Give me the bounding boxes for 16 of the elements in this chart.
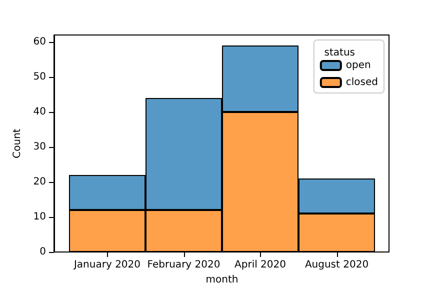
y-tick-label: 10 [33, 212, 46, 222]
y-tick-label: 40 [33, 106, 46, 118]
x-axis-title: month [206, 274, 238, 286]
legend-title: status [324, 48, 356, 58]
y-tick-label: 50 [33, 72, 46, 82]
y-tick-label: 60 [33, 36, 46, 48]
x-tick-label: January 2020 [72, 260, 141, 270]
legend-label: open [346, 60, 371, 71]
x-tick-label: August 2020 [304, 260, 369, 270]
y-tick-label: 30 [33, 142, 46, 152]
legend-label: closed [346, 77, 378, 88]
y-tick-label: 20 [33, 176, 46, 188]
y-axis-title: Count [12, 128, 23, 158]
x-tick-label: April 2020 [234, 260, 286, 270]
y-tick-label: 0 [40, 246, 46, 258]
x-tick-label: February 2020 [147, 260, 220, 270]
